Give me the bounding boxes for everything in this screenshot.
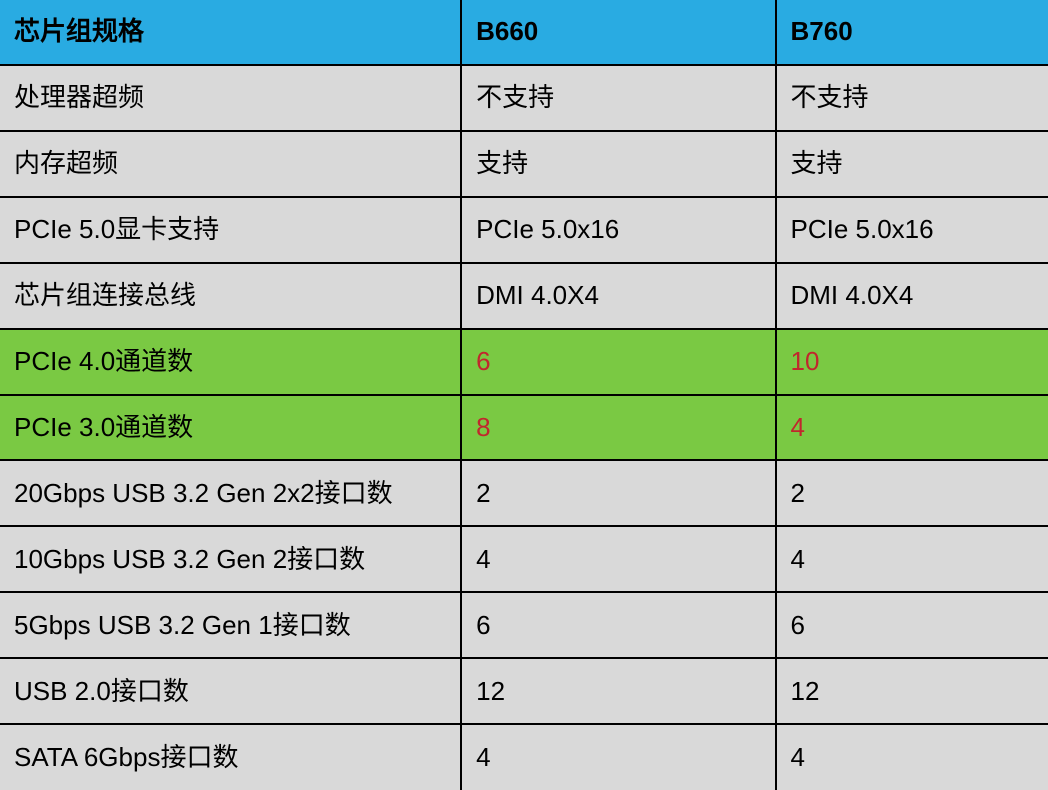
- b760-value: 2: [776, 460, 1048, 526]
- b660-value: 4: [461, 526, 775, 592]
- col-header-b660: B660: [461, 0, 775, 65]
- spec-label: USB 2.0接口数: [0, 658, 461, 724]
- spec-label: PCIe 3.0通道数: [0, 395, 461, 461]
- spec-label: SATA 6Gbps接口数: [0, 724, 461, 790]
- b660-value: PCIe 5.0x16: [461, 197, 775, 263]
- b760-value: 不支持: [776, 65, 1048, 131]
- table-row: 芯片组连接总线 DMI 4.0X4 DMI 4.0X4: [0, 263, 1048, 329]
- b760-value: 4: [776, 526, 1048, 592]
- chipset-comparison-table: 芯片组规格 B660 B760 处理器超频 不支持 不支持 内存超频 支持 支持…: [0, 0, 1048, 790]
- b760-value: DMI 4.0X4: [776, 263, 1048, 329]
- table-row: PCIe 5.0显卡支持 PCIe 5.0x16 PCIe 5.0x16: [0, 197, 1048, 263]
- spec-label: 5Gbps USB 3.2 Gen 1接口数: [0, 592, 461, 658]
- table-row: USB 2.0接口数 12 12: [0, 658, 1048, 724]
- b660-value: 不支持: [461, 65, 775, 131]
- col-header-spec: 芯片组规格: [0, 0, 461, 65]
- b660-value: 12: [461, 658, 775, 724]
- b660-value: 支持: [461, 131, 775, 197]
- b660-value: 2: [461, 460, 775, 526]
- spec-label: 10Gbps USB 3.2 Gen 2接口数: [0, 526, 461, 592]
- spec-label: 20Gbps USB 3.2 Gen 2x2接口数: [0, 460, 461, 526]
- b760-value: 10: [776, 329, 1048, 395]
- b660-value: 8: [461, 395, 775, 461]
- b760-value: 支持: [776, 131, 1048, 197]
- b760-value: 4: [776, 395, 1048, 461]
- table-row: PCIe 3.0通道数 8 4: [0, 395, 1048, 461]
- col-header-b760: B760: [776, 0, 1048, 65]
- table-row: 处理器超频 不支持 不支持: [0, 65, 1048, 131]
- table-row: PCIe 4.0通道数 6 10: [0, 329, 1048, 395]
- table-row: 10Gbps USB 3.2 Gen 2接口数 4 4: [0, 526, 1048, 592]
- spec-label: PCIe 5.0显卡支持: [0, 197, 461, 263]
- spec-label: 内存超频: [0, 131, 461, 197]
- table-row: SATA 6Gbps接口数 4 4: [0, 724, 1048, 790]
- spec-table: 芯片组规格 B660 B760 处理器超频 不支持 不支持 内存超频 支持 支持…: [0, 0, 1048, 790]
- spec-label: 处理器超频: [0, 65, 461, 131]
- b660-value: DMI 4.0X4: [461, 263, 775, 329]
- b760-value: 12: [776, 658, 1048, 724]
- table-body: 处理器超频 不支持 不支持 内存超频 支持 支持 PCIe 5.0显卡支持 PC…: [0, 65, 1048, 790]
- spec-label: 芯片组连接总线: [0, 263, 461, 329]
- table-header-row: 芯片组规格 B660 B760: [0, 0, 1048, 65]
- b760-value: PCIe 5.0x16: [776, 197, 1048, 263]
- table-row: 内存超频 支持 支持: [0, 131, 1048, 197]
- table-row: 20Gbps USB 3.2 Gen 2x2接口数 2 2: [0, 460, 1048, 526]
- table-row: 5Gbps USB 3.2 Gen 1接口数 6 6: [0, 592, 1048, 658]
- b760-value: 6: [776, 592, 1048, 658]
- b660-value: 4: [461, 724, 775, 790]
- b660-value: 6: [461, 592, 775, 658]
- b760-value: 4: [776, 724, 1048, 790]
- spec-label: PCIe 4.0通道数: [0, 329, 461, 395]
- b660-value: 6: [461, 329, 775, 395]
